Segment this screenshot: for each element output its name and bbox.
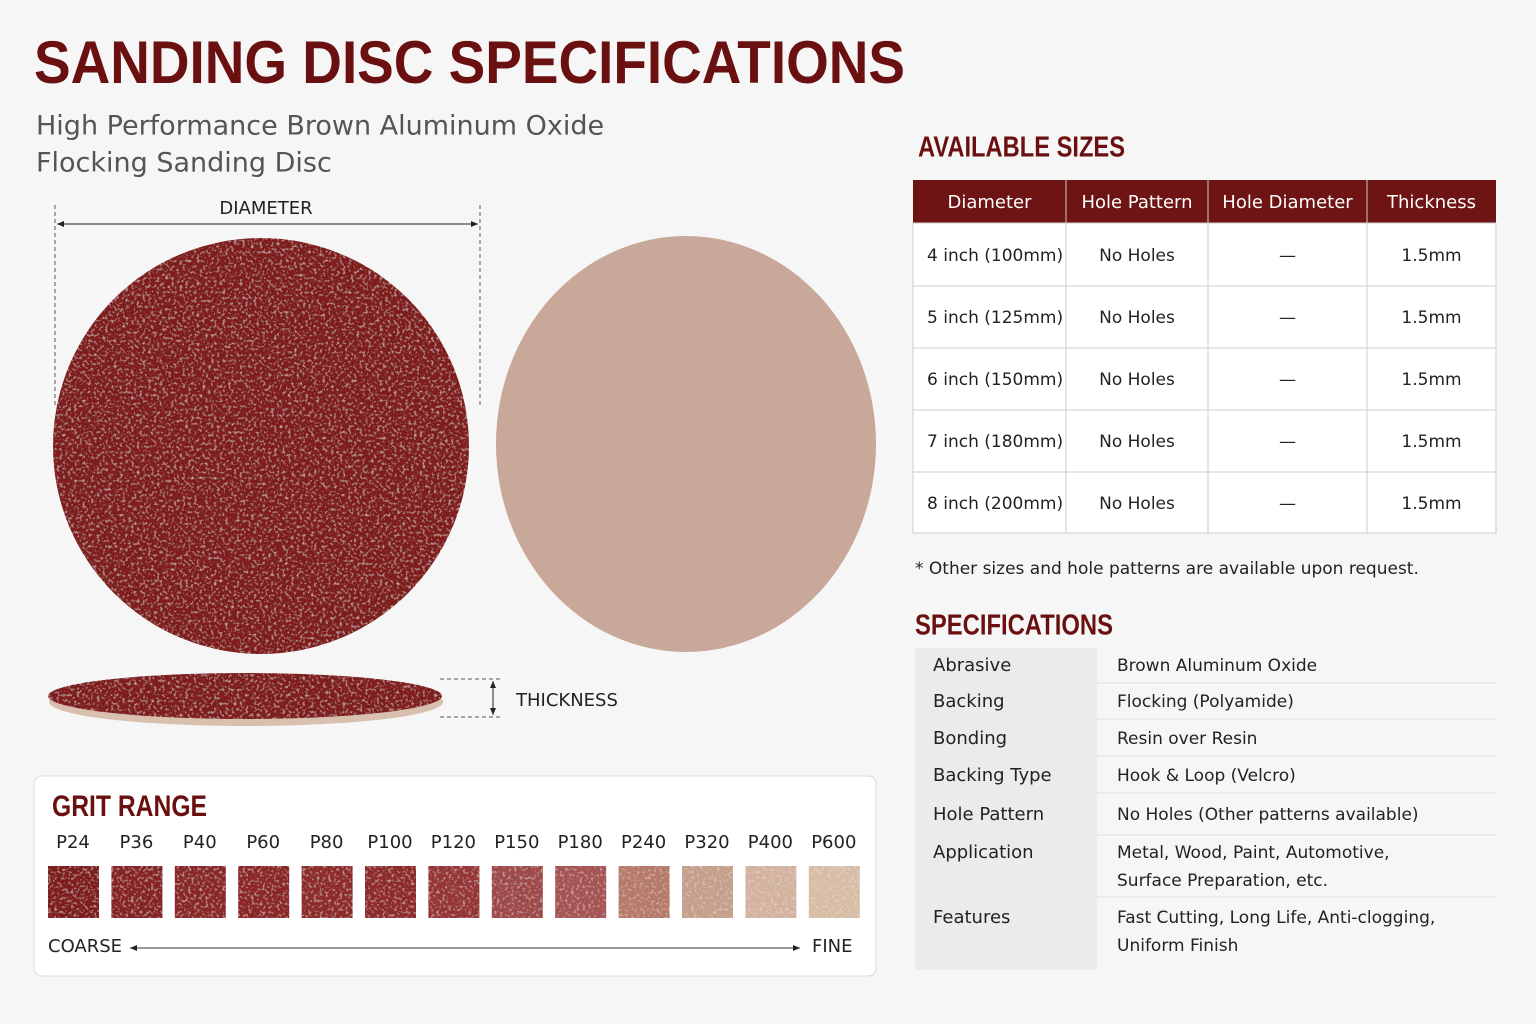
thickness-label: THICKNESS xyxy=(515,690,618,711)
grit-label: P36 xyxy=(120,832,154,853)
grit-swatch xyxy=(428,866,480,918)
diameter-label: DIAMETER xyxy=(219,198,312,219)
grit-label: P80 xyxy=(310,832,344,853)
subtitle: Flocking Sanding Disc xyxy=(36,148,332,179)
table-cell: — xyxy=(1279,308,1296,328)
grit-swatch xyxy=(555,866,607,918)
grit-label: P40 xyxy=(183,832,217,853)
grit-swatch xyxy=(301,866,353,918)
spec-label: Abrasive xyxy=(933,655,1011,676)
table-cell: 5 inch (125mm) xyxy=(927,308,1063,328)
grit-title: GRIT RANGE xyxy=(52,790,207,823)
specs-list: Abrasive Brown Aluminum Oxide Backing Flock… xyxy=(933,655,1496,956)
page-title: SANDING DISC SPECIFICATIONS xyxy=(34,29,905,96)
table-header: Diameter xyxy=(947,192,1032,213)
table-cell: 6 inch (150mm) xyxy=(927,370,1063,390)
grit-swatch xyxy=(111,866,163,918)
table-header: Hole Diameter xyxy=(1222,192,1353,213)
grit-label: P60 xyxy=(246,832,280,853)
sizes-title: AVAILABLE SIZES xyxy=(918,132,1125,164)
spec-value: Uniform Finish xyxy=(1117,936,1238,956)
table-cell: — xyxy=(1279,370,1296,390)
grit-label: P24 xyxy=(56,832,90,853)
table-cell: 1.5mm xyxy=(1401,432,1461,452)
specs-label-column xyxy=(915,648,1097,970)
disc-side xyxy=(48,673,442,719)
grit-swatch xyxy=(48,866,99,918)
table-cell: 8 inch (200mm) xyxy=(927,494,1063,514)
table-body-bg xyxy=(912,222,1497,534)
disc-back xyxy=(496,236,876,652)
disc-front xyxy=(53,238,469,654)
grit-grades: P24 P36 P40 P60 P80 P100 P120 P150 P180 P240 P320 P… xyxy=(48,832,860,918)
fine-label: FINE xyxy=(812,936,853,957)
grit-label: P180 xyxy=(558,832,603,853)
table-cell: 1.5mm xyxy=(1401,246,1461,266)
table-cell: No Holes xyxy=(1099,246,1175,266)
grit-swatch xyxy=(365,866,416,918)
table-cell: — xyxy=(1279,494,1296,514)
table-header: Hole Pattern xyxy=(1081,192,1192,213)
table-cell: No Holes xyxy=(1099,432,1175,452)
sizes-table: Diameter Hole Pattern Hole Diameter Thickne… xyxy=(912,180,1497,534)
grit-label: P120 xyxy=(431,832,476,853)
spec-label: Bonding xyxy=(933,728,1007,749)
table-cell: 1.5mm xyxy=(1401,308,1461,328)
grit-swatch xyxy=(745,866,797,918)
spec-value: Fast Cutting, Long Life, Anti-clogging, xyxy=(1117,908,1435,928)
spec-value: No Holes (Other patterns available) xyxy=(1117,805,1419,825)
subtitle: High Performance Brown Aluminum Oxide xyxy=(36,111,604,142)
spec-value: Hook & Loop (Velcro) xyxy=(1117,766,1296,786)
table-cell: 7 inch (180mm) xyxy=(927,432,1063,452)
table-header-bg xyxy=(913,180,1496,223)
table-cell: — xyxy=(1279,432,1296,452)
table-cell: No Holes xyxy=(1099,494,1175,514)
table-cell: 1.5mm xyxy=(1401,494,1461,514)
spec-value: Brown Aluminum Oxide xyxy=(1117,656,1317,676)
table-cell: No Holes xyxy=(1099,308,1175,328)
grit-label: P600 xyxy=(811,832,856,853)
table-cell: 4 inch (100mm) xyxy=(927,246,1063,266)
spec-value: Flocking (Polyamide) xyxy=(1117,692,1294,712)
grit-label: P100 xyxy=(367,832,412,853)
spec-label: Application xyxy=(933,842,1034,863)
spec-label: Features xyxy=(933,907,1010,928)
table-cell: No Holes xyxy=(1099,370,1175,390)
sizes-note: * Other sizes and hole patterns are avai… xyxy=(915,559,1419,579)
grit-label: P240 xyxy=(621,832,666,853)
spec-label: Backing Type xyxy=(933,765,1052,786)
spec-label: Hole Pattern xyxy=(933,804,1044,825)
spec-label: Backing xyxy=(933,691,1005,712)
table-cell: 1.5mm xyxy=(1401,370,1461,390)
grit-label: P150 xyxy=(494,832,539,853)
spec-value: Metal, Wood, Paint, Automotive, xyxy=(1117,843,1390,863)
grit-label: P400 xyxy=(748,832,793,853)
spec-value: Surface Preparation, etc. xyxy=(1117,871,1328,891)
dimension-guides xyxy=(54,205,502,718)
specs-title: SPECIFICATIONS xyxy=(915,610,1113,642)
grit-swatch xyxy=(238,866,290,918)
grit-swatch xyxy=(682,866,733,918)
grit-swatch xyxy=(491,866,543,918)
grit-swatch xyxy=(174,866,226,918)
grit-label: P320 xyxy=(684,832,729,853)
table-cell: — xyxy=(1279,246,1296,266)
grit-swatch xyxy=(618,866,670,918)
table-header: Thickness xyxy=(1386,192,1476,213)
grit-swatch xyxy=(808,866,860,918)
spec-value: Resin over Resin xyxy=(1117,729,1257,749)
coarse-label: COARSE xyxy=(48,936,122,957)
